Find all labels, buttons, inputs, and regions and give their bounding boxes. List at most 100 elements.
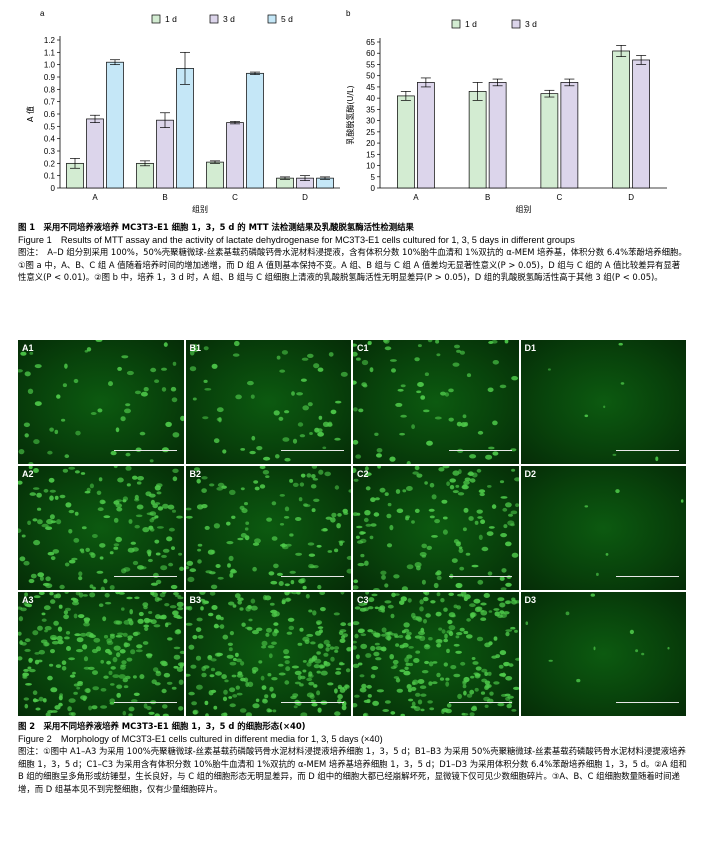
cell [207, 612, 213, 617]
cell [185, 515, 193, 519]
cell [228, 555, 234, 561]
cell [461, 712, 466, 716]
cell [153, 624, 161, 628]
cell [346, 622, 351, 627]
cell [317, 643, 323, 649]
cell [113, 645, 121, 651]
cell [163, 342, 168, 347]
cell [406, 486, 413, 491]
cell [420, 708, 425, 712]
cell [353, 640, 357, 644]
cell [255, 698, 259, 703]
cell [355, 454, 362, 459]
micrograph-d3: D3 [520, 592, 686, 716]
cell [387, 502, 392, 507]
micrograph-c3: C3 [353, 592, 519, 716]
chart-b: b 0 5 10 15 20 25 30 35 40 45 50 55 60 65 乳酸脱氢酶(U/L) 组别 A… [345, 9, 667, 214]
cell [177, 607, 184, 611]
cell [298, 497, 302, 502]
cell [301, 669, 306, 673]
cell [312, 565, 319, 569]
cell [73, 378, 79, 384]
cell [200, 666, 206, 672]
cell [20, 607, 27, 612]
cell [308, 553, 315, 557]
cell [23, 422, 30, 428]
cell [446, 648, 450, 654]
y-axis-label: 乳酸脱氢酶(U/L) [345, 85, 355, 144]
cell [499, 576, 505, 581]
cell [65, 502, 72, 508]
cell [359, 674, 365, 678]
cell [24, 638, 31, 643]
bar-D-3d [632, 59, 650, 189]
cell [272, 709, 276, 713]
y-axis-label: A 值 [25, 106, 35, 122]
cell [196, 559, 202, 564]
cell [159, 592, 166, 598]
cell [252, 480, 258, 484]
y-tick-label: 60 [366, 49, 375, 58]
cell [370, 645, 376, 651]
bar-C-5d [246, 72, 264, 189]
cell [267, 709, 272, 713]
cell [230, 515, 235, 519]
cell [414, 562, 422, 568]
cell [225, 541, 233, 545]
cell [208, 483, 214, 487]
cell [233, 340, 240, 347]
cell [455, 582, 463, 589]
cell [290, 580, 294, 585]
y-tick-label: 0.6 [44, 110, 56, 119]
cell [364, 472, 372, 477]
cell [311, 466, 317, 469]
cell [433, 582, 439, 589]
cell [45, 526, 53, 530]
cell [190, 701, 197, 706]
cell [142, 527, 150, 533]
cell [436, 575, 442, 581]
cell [427, 700, 433, 704]
cell [227, 696, 232, 699]
cell [161, 554, 167, 558]
x-tick-label: D [628, 193, 634, 202]
cell [129, 609, 133, 615]
micrograph-d1: D1 [520, 340, 686, 464]
cell [47, 675, 53, 681]
cell [37, 572, 45, 578]
cell [269, 602, 275, 606]
cell [450, 665, 457, 670]
cell [416, 473, 423, 478]
cell [207, 549, 214, 555]
cell [41, 612, 46, 616]
cell [162, 503, 169, 509]
cell [408, 662, 413, 667]
cell [269, 609, 277, 614]
cell [508, 513, 513, 517]
cell [147, 558, 153, 563]
cell [121, 660, 127, 665]
y-tick-label: 0.2 [44, 159, 56, 168]
cell [396, 508, 404, 514]
cell [156, 491, 162, 495]
cell [23, 601, 29, 606]
cell [666, 646, 670, 650]
cell [136, 644, 143, 649]
cell [244, 527, 248, 531]
cell [197, 635, 203, 639]
cell [443, 638, 449, 643]
cell [310, 484, 316, 489]
cell [382, 709, 389, 712]
cell [268, 653, 273, 659]
cell [418, 630, 425, 636]
cell [311, 656, 315, 662]
cell [55, 664, 62, 668]
cell [513, 686, 519, 690]
cell [229, 569, 237, 574]
cell [346, 568, 351, 574]
cell [154, 713, 160, 716]
cell [186, 606, 192, 611]
cell [59, 584, 65, 590]
cell [89, 592, 96, 598]
cell [155, 579, 162, 585]
